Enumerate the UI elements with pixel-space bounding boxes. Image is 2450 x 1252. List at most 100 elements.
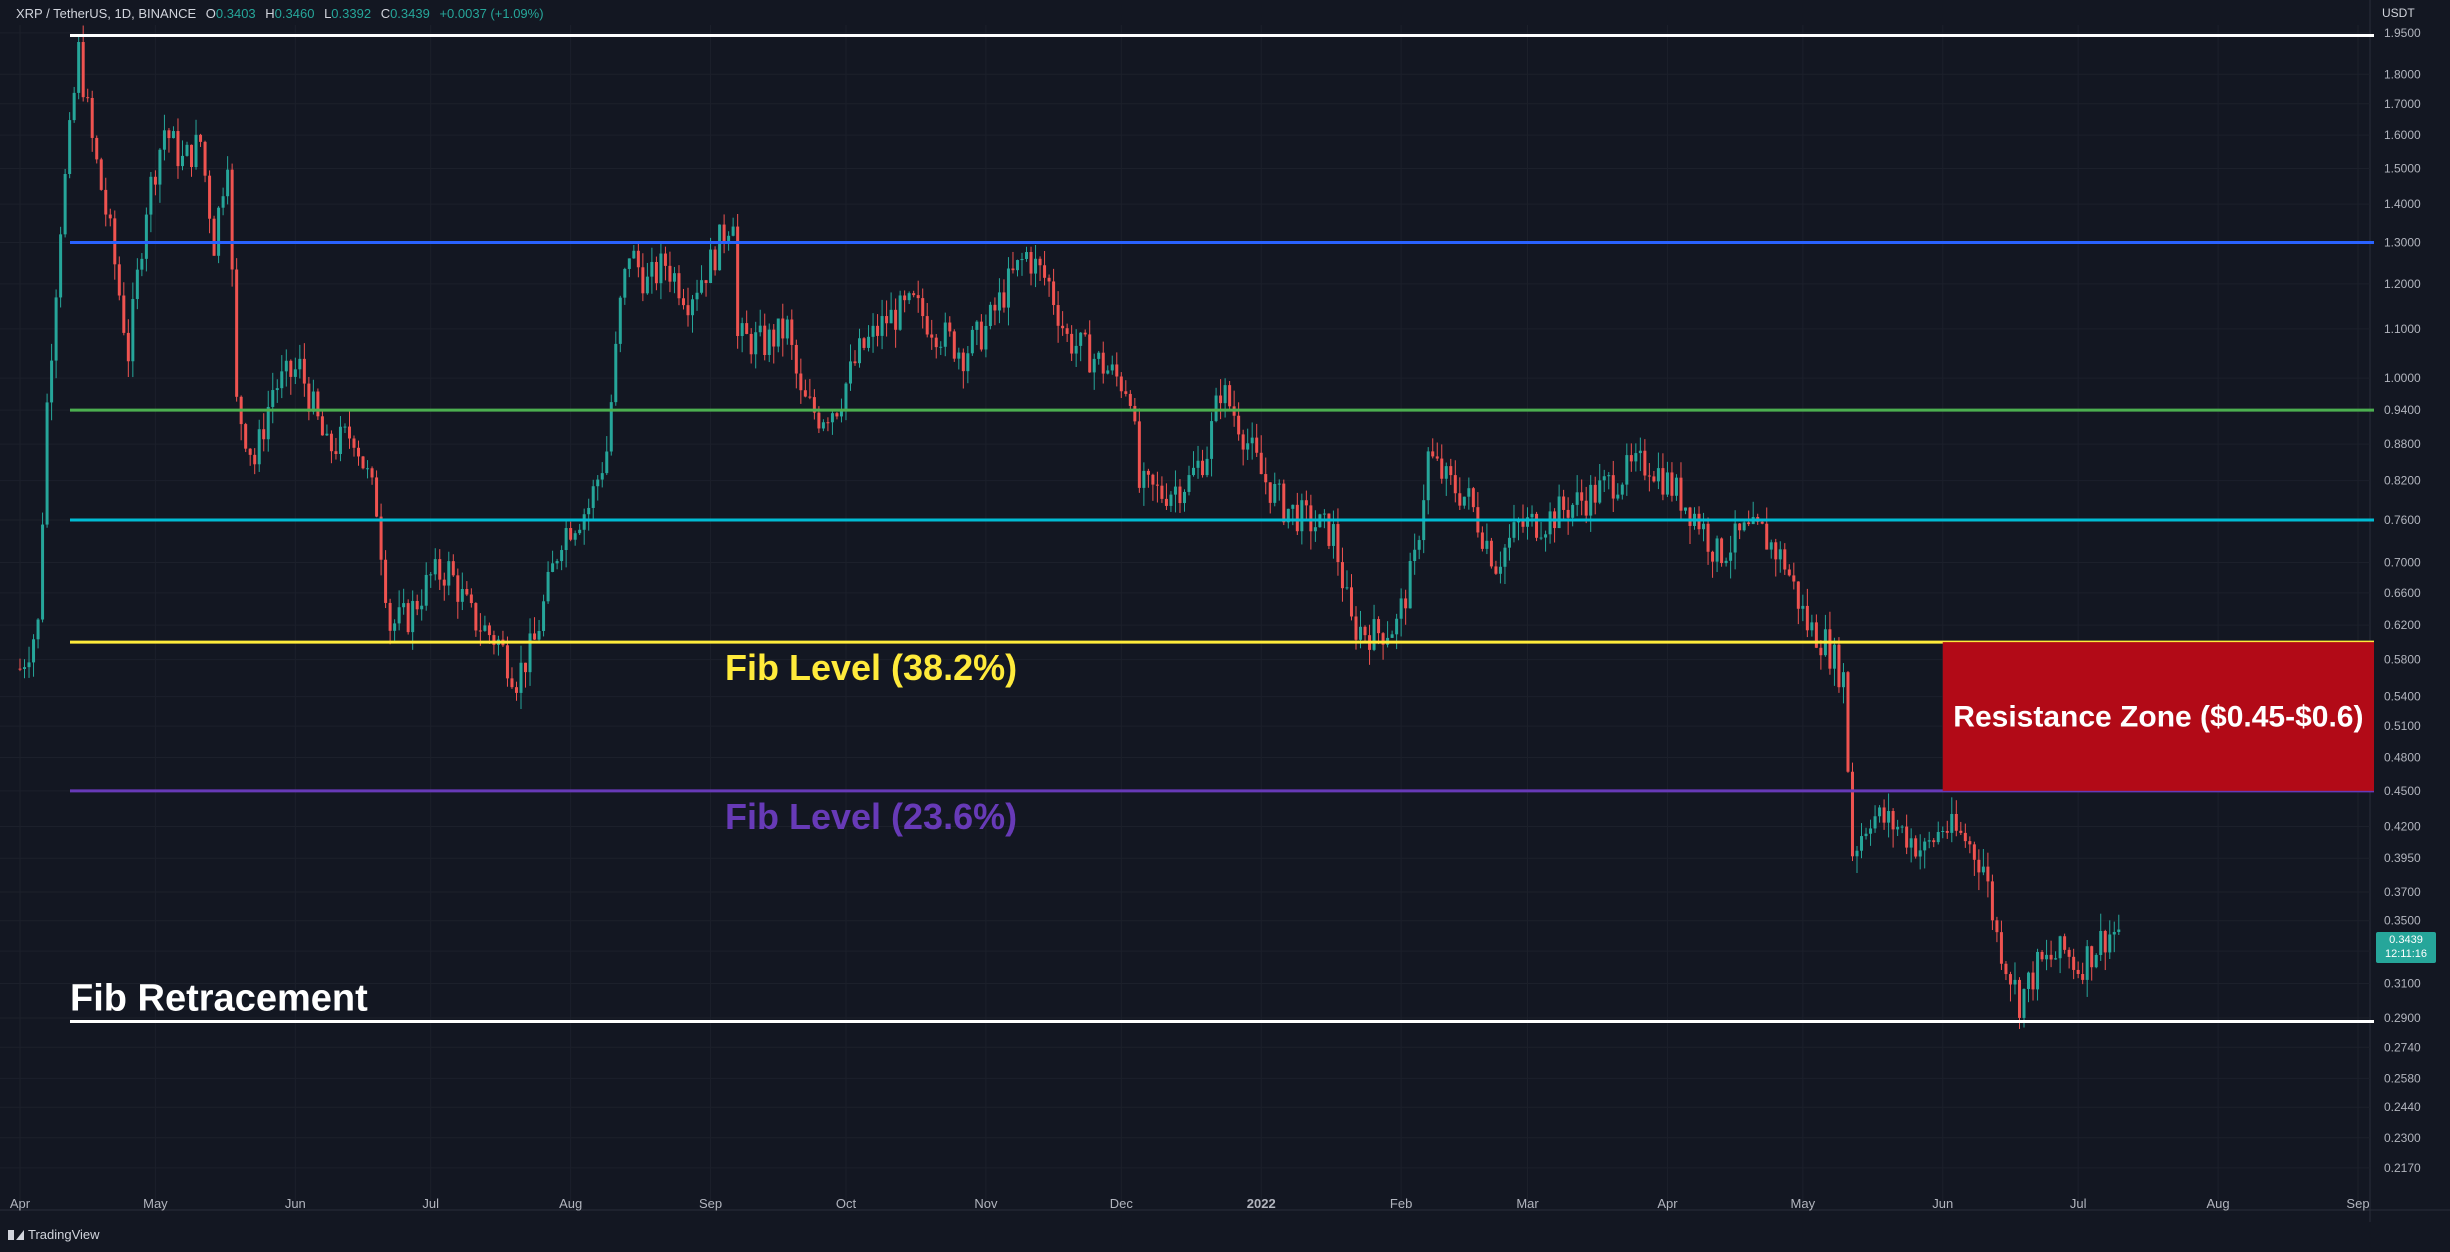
candle-down	[1837, 644, 1841, 688]
candle-up	[2085, 946, 2089, 980]
candle-up	[758, 325, 762, 333]
candle-up	[483, 625, 487, 631]
candle-up	[650, 261, 654, 277]
candle-up	[50, 360, 54, 403]
candle-down	[1363, 626, 1367, 636]
candle-up	[1674, 477, 1678, 496]
y-tick-label: 0.7600	[2384, 513, 2421, 527]
candle-down	[190, 144, 194, 168]
y-tick-label: 1.9500	[2384, 26, 2421, 40]
candle-down	[379, 516, 383, 560]
candle-down	[117, 264, 121, 296]
candle-down	[1070, 333, 1074, 354]
candle-up	[266, 406, 270, 440]
candle-up	[158, 149, 162, 185]
candle-up	[1313, 527, 1317, 532]
candle-up	[1399, 598, 1403, 619]
price-axis[interactable]: 1.9500 1.8000 1.7000 1.6000 1.5000 1.4000 1.30…	[2384, 26, 2421, 1175]
candle-up	[140, 258, 144, 270]
candle-up	[41, 524, 45, 620]
candle-down	[153, 176, 157, 185]
candle-down	[208, 175, 212, 219]
candle-down	[1065, 328, 1069, 334]
candle-up	[528, 633, 532, 673]
candle-up	[343, 426, 347, 428]
candle-down	[1711, 551, 1715, 562]
candle-down	[1241, 434, 1245, 450]
candle-down	[1566, 509, 1570, 518]
candle-up	[68, 120, 72, 174]
candle-up	[45, 402, 49, 525]
candle-up	[1936, 831, 1940, 843]
axis-unit[interactable]: USDT	[2382, 6, 2415, 20]
candle-up	[32, 639, 36, 663]
candle-down	[794, 344, 798, 374]
candle-up	[338, 426, 342, 454]
candle-down	[505, 645, 509, 679]
candle-up	[939, 346, 943, 348]
candle-up	[1192, 467, 1196, 476]
candle-down	[1381, 633, 1385, 645]
candle-down	[1268, 482, 1272, 503]
candle-down	[1304, 500, 1308, 506]
candle-down	[1679, 477, 1683, 511]
y-tick-label: 0.3500	[2384, 914, 2421, 928]
candle-down	[167, 130, 171, 139]
y-tick-label: 0.3700	[2384, 885, 2421, 899]
candle-up	[180, 155, 184, 167]
candle-down	[2090, 946, 2094, 968]
y-tick-label: 0.4500	[2384, 784, 2421, 798]
candle-up	[1715, 538, 1719, 562]
x-tick-label: Sep	[2346, 1196, 2369, 1211]
candle-up	[546, 571, 550, 602]
y-tick-label: 0.4200	[2384, 819, 2421, 833]
candle-down	[514, 687, 518, 693]
candle-down	[510, 678, 514, 688]
time-axis[interactable]: Apr May Jun Jul Aug Sep Oct Nov Dec 2022 Feb Mar Apr…	[10, 1196, 2370, 1211]
candle-down	[1954, 813, 1958, 831]
candle-down	[1083, 332, 1087, 335]
candle-down	[569, 528, 573, 540]
candle-down	[1061, 325, 1065, 329]
candle-down	[749, 333, 753, 355]
candle-up	[77, 42, 81, 93]
candle-up	[718, 224, 722, 271]
candle-down	[722, 224, 726, 243]
candle-up	[2117, 929, 2121, 932]
candle-down	[1959, 830, 1963, 833]
candle-up	[1444, 466, 1448, 479]
resistance-zone-box	[1942, 642, 2374, 791]
candle-up	[1196, 460, 1200, 468]
candle-up	[162, 130, 166, 150]
candle-up	[975, 321, 979, 330]
candle-up	[867, 336, 871, 348]
symbol-title[interactable]: XRP / TetherUS, 1D, BINANCE	[16, 6, 197, 21]
candle-up	[1575, 492, 1579, 505]
candle-up	[460, 588, 464, 602]
last-price-tag: 0.3439 12:11:16	[2376, 932, 2436, 963]
candle-down	[1178, 486, 1182, 504]
candle-up	[957, 352, 961, 359]
candle-up	[1413, 549, 1417, 562]
footer	[0, 1222, 2450, 1252]
candle-down	[781, 318, 785, 339]
candle-up	[2045, 954, 2049, 960]
candle-up	[1869, 828, 1873, 834]
price-chart[interactable]: Resistance Zone ($0.45-$0.6) Fib Level (…	[0, 0, 2450, 1222]
candle-down	[307, 383, 311, 412]
candle-up	[614, 343, 618, 403]
candle-down	[862, 338, 866, 348]
candle-down	[663, 253, 667, 266]
candle-up	[1110, 364, 1114, 371]
candle-up	[221, 196, 225, 208]
candle-down	[90, 97, 94, 138]
candle-down	[1580, 492, 1584, 501]
candle-down	[1458, 493, 1462, 506]
tradingview-logo[interactable]: TradingView	[8, 1227, 100, 1242]
candle-down	[1471, 488, 1475, 508]
candle-up	[2112, 931, 2116, 935]
candle-up	[1941, 831, 1945, 833]
candle-down	[244, 424, 248, 449]
candle-up	[1923, 841, 1927, 851]
y-tick-label: 0.3950	[2384, 851, 2421, 865]
